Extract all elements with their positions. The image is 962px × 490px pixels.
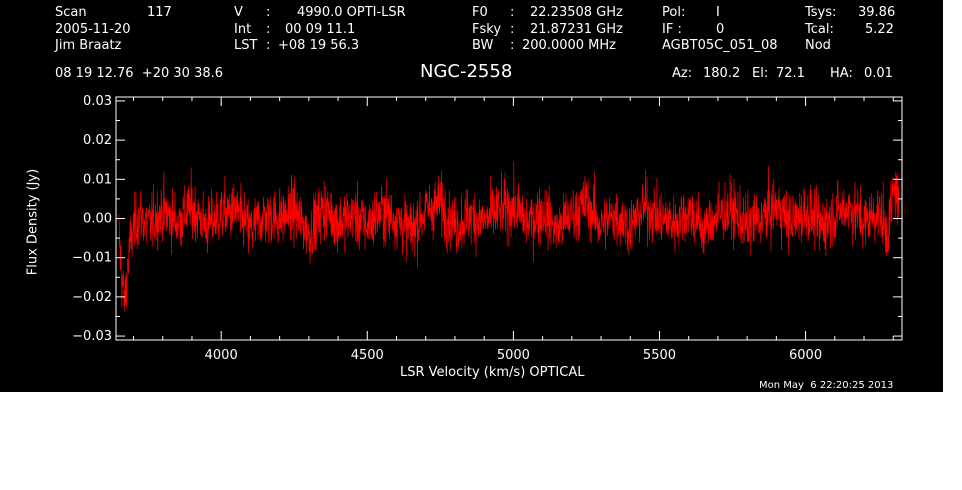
spectrum-panel: Scan 117 2005-11-20 Jim Braatz V : 4990.… — [0, 0, 943, 392]
y-tick-label: 0.03 — [83, 94, 112, 109]
scan-label: Scan — [55, 5, 87, 20]
plot-timestamp: Mon May 6 22:20:25 2013 — [759, 380, 894, 391]
x-tick-label: 4500 — [351, 348, 384, 363]
velocity-value: 4990.0 OPTI-LSR — [297, 5, 406, 20]
az-label: Az: — [672, 66, 693, 81]
ha-value: 0.01 — [864, 66, 893, 81]
lst-value: +08 19 56.3 — [278, 38, 360, 53]
x-axis-label: LSR Velocity (km/s) OPTICAL — [400, 365, 585, 380]
fsky-value: 21.87231 GHz — [530, 22, 623, 37]
tcal-label: Tcal: — [805, 22, 834, 37]
source-coordinates: 08 19 12.76 +20 30 38.6 — [55, 66, 224, 81]
int-label: Int — [234, 22, 252, 37]
az-value: 180.2 — [703, 66, 741, 81]
bw-sep: : — [510, 38, 515, 53]
el-label: El: — [752, 66, 769, 81]
f0-label: F0 — [472, 5, 488, 20]
bw-value: 200.0000 MHz — [522, 38, 616, 53]
fsky-sep: : — [510, 22, 515, 37]
ha-label: HA: — [830, 66, 853, 81]
y-tick-label: 0.00 — [83, 212, 112, 227]
if-value: 0 — [716, 22, 725, 37]
pol-label: Pol: — [662, 5, 686, 20]
f0-sep: : — [510, 5, 515, 20]
velocity-sep: : — [266, 5, 271, 20]
tcal-value: 5.22 — [865, 22, 894, 37]
x-tick-label: 5000 — [497, 348, 530, 363]
int-value: 00 09 11.1 — [285, 22, 356, 37]
x-tick-label: 5500 — [643, 348, 676, 363]
el-value: 72.1 — [776, 66, 805, 81]
scan-value: 117 — [147, 5, 172, 20]
y-tick-label: −0.02 — [72, 290, 112, 305]
pol-value: I — [716, 5, 720, 20]
int-sep: : — [266, 22, 271, 37]
if-label: IF : — [662, 22, 682, 37]
x-tick-label: 6000 — [789, 348, 822, 363]
fsky-label: Fsky — [472, 22, 502, 37]
y-tick-label: 0.02 — [83, 133, 112, 148]
tsys-value: 39.86 — [858, 5, 896, 20]
source-name: NGC-2558 — [420, 61, 513, 82]
f0-value: 22.23508 GHz — [530, 5, 623, 20]
y-tick-label: −0.03 — [72, 329, 112, 344]
procedure-name: Nod — [805, 38, 831, 53]
y-tick-label: −0.01 — [72, 251, 112, 266]
x-tick-label: 4000 — [205, 348, 238, 363]
project-id: AGBT05C_051_08 — [662, 38, 778, 53]
bw-label: BW — [472, 38, 494, 53]
lst-label: LST — [234, 38, 258, 53]
observation-date: 2005-11-20 — [55, 22, 131, 37]
y-tick-label: 0.01 — [83, 172, 112, 187]
lst-sep: : — [266, 38, 271, 53]
tsys-label: Tsys: — [805, 5, 837, 20]
flux-trace — [118, 161, 900, 313]
velocity-label: V — [234, 5, 243, 20]
spectrum-plot: 4000 4500 5000 5500 6000 −0.03 −0.02 −0.01 0.00 0… — [72, 94, 903, 363]
observer-name: Jim Braatz — [55, 38, 122, 53]
